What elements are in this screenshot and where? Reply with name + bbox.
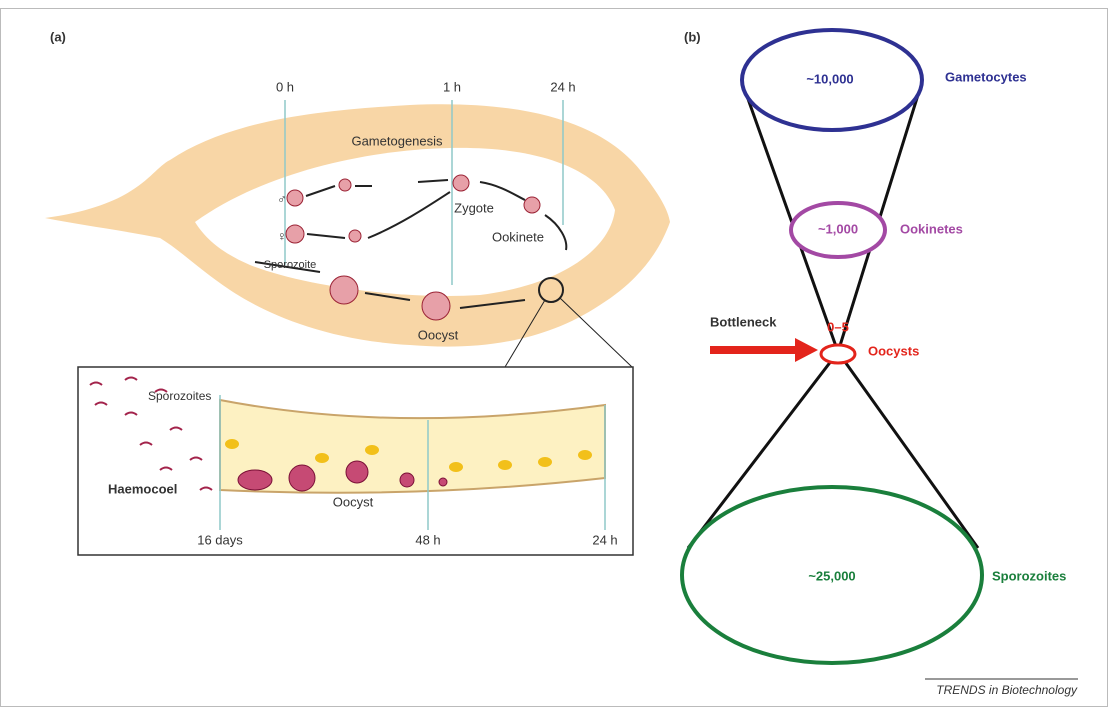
stage-label: Zygote (454, 200, 494, 215)
time-label: 0 h (276, 79, 294, 94)
stage-label: Oocyst (418, 327, 459, 342)
stage-label: Gametogenesis (351, 133, 443, 148)
bottleneck-label: Bottleneck (710, 314, 777, 329)
time-label: 16 days (197, 532, 243, 547)
stage-name: Ookinetes (900, 221, 963, 236)
figure: (a) (b) 0 h 1 h 24 h Gametogenesis ♂ ♀ Z… (0, 0, 1109, 707)
count: 0–5 (827, 319, 849, 334)
footer: TRENDS in Biotechnology (936, 683, 1078, 697)
inset-label: Sporozoites (148, 389, 211, 403)
panel-label: (b) (684, 29, 701, 44)
stage-name: Oocysts (868, 343, 919, 358)
time-label: 48 h (415, 532, 440, 547)
sex-symbol: ♂ (277, 191, 287, 206)
sex-symbol: ♀ (277, 228, 287, 243)
stage-name: Sporozoites (992, 568, 1066, 583)
count: ~10,000 (806, 71, 853, 86)
inset-label: Oocyst (333, 494, 374, 509)
stage-label: Sporozoite (264, 259, 317, 271)
inset-label: Haemocoel (108, 481, 177, 496)
time-label: 1 h (443, 79, 461, 94)
count: ~1,000 (818, 221, 858, 236)
bottleneck-arrowhead (795, 338, 818, 362)
time-label: 24 h (592, 532, 617, 547)
time-label: 24 h (550, 79, 575, 94)
stage-name: Gametocytes (945, 69, 1027, 84)
panel-label: (a) (50, 29, 66, 44)
stage-label: Ookinete (492, 229, 544, 244)
oocyst-ring (821, 345, 855, 363)
count: ~25,000 (808, 568, 855, 583)
